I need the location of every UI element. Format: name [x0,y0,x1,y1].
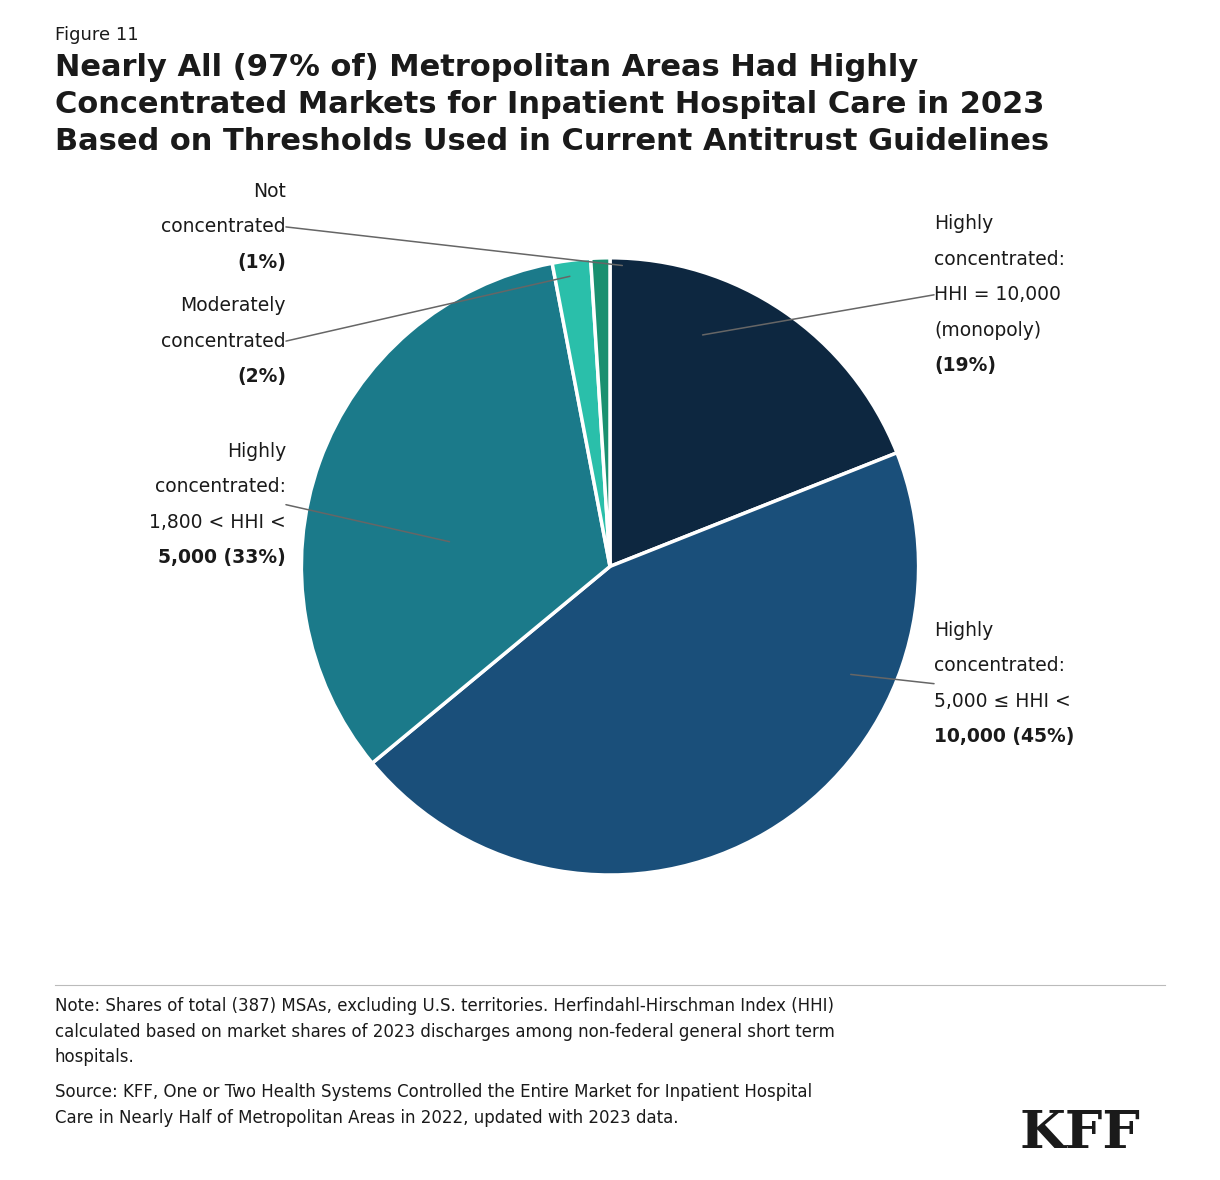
Text: Highly: Highly [935,621,993,640]
Text: concentrated:: concentrated: [935,656,1065,675]
Text: concentrated: concentrated [161,332,285,350]
Wedge shape [301,263,610,763]
Text: Source: KFF, One or Two Health Systems Controlled the Entire Market for Inpatien: Source: KFF, One or Two Health Systems C… [55,1083,813,1127]
Wedge shape [610,257,897,566]
Text: Note: Shares of total (387) MSAs, excluding U.S. territories. Herfindahl-Hirschm: Note: Shares of total (387) MSAs, exclud… [55,997,834,1067]
Wedge shape [590,257,610,566]
Text: concentrated:: concentrated: [935,250,1065,269]
Wedge shape [553,258,610,566]
Text: 5,000 (33%): 5,000 (33%) [159,549,285,568]
Text: 1,800 < HHI <: 1,800 < HHI < [149,513,285,532]
Text: (19%): (19%) [935,356,996,375]
Text: (1%): (1%) [237,253,285,271]
Text: HHI = 10,000: HHI = 10,000 [935,286,1061,304]
Text: (monopoly): (monopoly) [935,321,1041,340]
Text: 10,000 (45%): 10,000 (45%) [935,727,1075,747]
Text: Nearly All (97% of) Metropolitan Areas Had Highly
Concentrated Markets for Inpat: Nearly All (97% of) Metropolitan Areas H… [55,53,1049,156]
Text: Moderately: Moderately [181,296,285,315]
Text: Highly: Highly [935,215,993,234]
Text: Not: Not [253,182,285,201]
Text: KFF: KFF [1020,1108,1141,1159]
Text: concentrated: concentrated [161,217,285,236]
Text: Figure 11: Figure 11 [55,26,139,44]
Wedge shape [372,453,919,876]
Text: concentrated:: concentrated: [155,478,285,497]
Text: (2%): (2%) [237,367,285,386]
Text: 5,000 ≤ HHI <: 5,000 ≤ HHI < [935,691,1071,710]
Text: Highly: Highly [227,442,285,461]
